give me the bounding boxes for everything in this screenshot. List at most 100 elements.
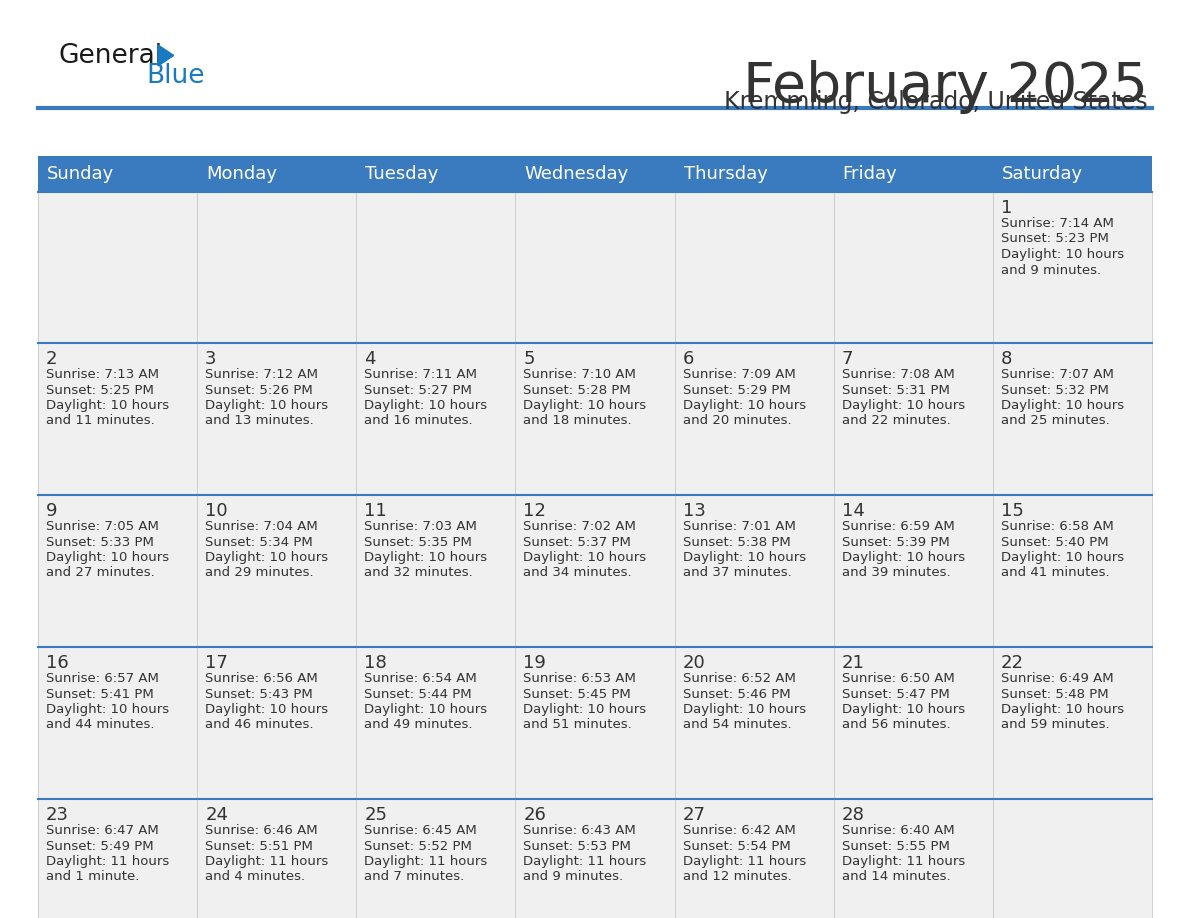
Bar — [197, 647, 356, 799]
Text: Sunrise: 7:12 AM: Sunrise: 7:12 AM — [206, 368, 318, 381]
Bar — [356, 647, 516, 799]
Text: Sunrise: 6:57 AM: Sunrise: 6:57 AM — [46, 672, 159, 685]
Text: 25: 25 — [365, 806, 387, 824]
Text: Sunrise: 6:58 AM: Sunrise: 6:58 AM — [1000, 520, 1113, 533]
Text: and 1 minute.: and 1 minute. — [46, 870, 139, 883]
Text: Wednesday: Wednesday — [524, 165, 628, 183]
Text: Daylight: 11 hours: Daylight: 11 hours — [524, 855, 646, 868]
Text: Daylight: 10 hours: Daylight: 10 hours — [1000, 399, 1124, 412]
Bar — [993, 647, 1152, 799]
Text: and 34 minutes.: and 34 minutes. — [524, 566, 632, 579]
Text: Sunset: 5:26 PM: Sunset: 5:26 PM — [206, 384, 312, 397]
Text: Sunset: 5:23 PM: Sunset: 5:23 PM — [1000, 232, 1108, 245]
Text: Daylight: 11 hours: Daylight: 11 hours — [683, 855, 805, 868]
Text: Sunset: 5:31 PM: Sunset: 5:31 PM — [842, 384, 949, 397]
Text: Sunrise: 7:03 AM: Sunrise: 7:03 AM — [365, 520, 478, 533]
Bar — [675, 799, 834, 918]
Text: and 16 minutes.: and 16 minutes. — [365, 415, 473, 428]
Text: and 27 minutes.: and 27 minutes. — [46, 566, 154, 579]
Text: 6: 6 — [683, 350, 694, 368]
Bar — [834, 343, 993, 495]
Text: and 59 minutes.: and 59 minutes. — [1000, 719, 1110, 732]
Text: Sunrise: 7:08 AM: Sunrise: 7:08 AM — [842, 368, 954, 381]
Text: and 54 minutes.: and 54 minutes. — [683, 719, 791, 732]
Bar — [993, 799, 1152, 918]
Bar — [197, 495, 356, 647]
Text: Sunset: 5:49 PM: Sunset: 5:49 PM — [46, 839, 153, 853]
Text: Sunrise: 6:49 AM: Sunrise: 6:49 AM — [1000, 672, 1113, 685]
Bar — [834, 799, 993, 918]
Text: Sunset: 5:52 PM: Sunset: 5:52 PM — [365, 839, 472, 853]
Text: Daylight: 10 hours: Daylight: 10 hours — [683, 399, 805, 412]
Text: Sunrise: 6:53 AM: Sunrise: 6:53 AM — [524, 672, 637, 685]
Text: Sunrise: 6:43 AM: Sunrise: 6:43 AM — [524, 824, 637, 837]
Text: Daylight: 10 hours: Daylight: 10 hours — [365, 399, 487, 412]
Bar — [834, 495, 993, 647]
Text: Daylight: 10 hours: Daylight: 10 hours — [683, 551, 805, 564]
Bar — [993, 495, 1152, 647]
Bar — [516, 343, 675, 495]
Text: Sunset: 5:29 PM: Sunset: 5:29 PM — [683, 384, 790, 397]
Text: 18: 18 — [365, 654, 387, 672]
Text: and 18 minutes.: and 18 minutes. — [524, 415, 632, 428]
Text: 11: 11 — [365, 502, 387, 520]
Text: Sunset: 5:53 PM: Sunset: 5:53 PM — [524, 839, 631, 853]
Text: and 14 minutes.: and 14 minutes. — [842, 870, 950, 883]
Text: Sunrise: 6:52 AM: Sunrise: 6:52 AM — [683, 672, 796, 685]
Text: Daylight: 10 hours: Daylight: 10 hours — [206, 703, 328, 716]
Text: and 44 minutes.: and 44 minutes. — [46, 719, 154, 732]
Text: Kremmling, Colorado, United States: Kremmling, Colorado, United States — [725, 90, 1148, 114]
Text: Daylight: 10 hours: Daylight: 10 hours — [524, 551, 646, 564]
Text: 26: 26 — [524, 806, 546, 824]
Text: 4: 4 — [365, 350, 375, 368]
Text: Sunrise: 6:59 AM: Sunrise: 6:59 AM — [842, 520, 954, 533]
Bar — [356, 192, 516, 343]
Text: Sunset: 5:32 PM: Sunset: 5:32 PM — [1000, 384, 1108, 397]
Bar — [675, 495, 834, 647]
Bar — [197, 799, 356, 918]
Text: and 9 minutes.: and 9 minutes. — [1000, 263, 1101, 276]
Text: Daylight: 10 hours: Daylight: 10 hours — [1000, 703, 1124, 716]
Text: Sunset: 5:47 PM: Sunset: 5:47 PM — [842, 688, 949, 700]
Text: 10: 10 — [206, 502, 228, 520]
Text: Daylight: 10 hours: Daylight: 10 hours — [46, 551, 169, 564]
Text: 12: 12 — [524, 502, 546, 520]
Text: Sunset: 5:35 PM: Sunset: 5:35 PM — [365, 535, 472, 548]
Text: Sunrise: 6:56 AM: Sunrise: 6:56 AM — [206, 672, 318, 685]
Bar — [993, 156, 1152, 192]
Text: and 22 minutes.: and 22 minutes. — [842, 415, 950, 428]
Text: Sunrise: 7:09 AM: Sunrise: 7:09 AM — [683, 368, 795, 381]
Bar — [197, 156, 356, 192]
Text: 22: 22 — [1000, 654, 1024, 672]
Bar — [516, 495, 675, 647]
Text: and 29 minutes.: and 29 minutes. — [206, 566, 314, 579]
Text: Sunrise: 6:42 AM: Sunrise: 6:42 AM — [683, 824, 795, 837]
Text: 27: 27 — [683, 806, 706, 824]
Bar — [834, 156, 993, 192]
Text: Sunday: Sunday — [48, 165, 114, 183]
Text: Sunset: 5:44 PM: Sunset: 5:44 PM — [365, 688, 472, 700]
Text: 16: 16 — [46, 654, 69, 672]
Bar — [834, 192, 993, 343]
Text: Sunrise: 6:47 AM: Sunrise: 6:47 AM — [46, 824, 159, 837]
Text: Sunrise: 7:01 AM: Sunrise: 7:01 AM — [683, 520, 796, 533]
Text: 20: 20 — [683, 654, 706, 672]
Text: Daylight: 10 hours: Daylight: 10 hours — [206, 399, 328, 412]
Text: Sunrise: 7:13 AM: Sunrise: 7:13 AM — [46, 368, 159, 381]
Text: 9: 9 — [46, 502, 57, 520]
Text: and 32 minutes.: and 32 minutes. — [365, 566, 473, 579]
Bar — [516, 156, 675, 192]
Text: Sunrise: 7:05 AM: Sunrise: 7:05 AM — [46, 520, 159, 533]
Text: Sunrise: 7:11 AM: Sunrise: 7:11 AM — [365, 368, 478, 381]
Polygon shape — [158, 45, 173, 66]
Text: Sunset: 5:48 PM: Sunset: 5:48 PM — [1000, 688, 1108, 700]
Text: and 7 minutes.: and 7 minutes. — [365, 870, 465, 883]
Text: Sunset: 5:25 PM: Sunset: 5:25 PM — [46, 384, 154, 397]
Text: Daylight: 10 hours: Daylight: 10 hours — [46, 703, 169, 716]
Text: Saturday: Saturday — [1001, 165, 1083, 183]
Text: and 39 minutes.: and 39 minutes. — [842, 566, 950, 579]
Text: Daylight: 10 hours: Daylight: 10 hours — [206, 551, 328, 564]
Text: Sunset: 5:54 PM: Sunset: 5:54 PM — [683, 839, 790, 853]
Text: Tuesday: Tuesday — [365, 165, 438, 183]
Bar — [675, 156, 834, 192]
